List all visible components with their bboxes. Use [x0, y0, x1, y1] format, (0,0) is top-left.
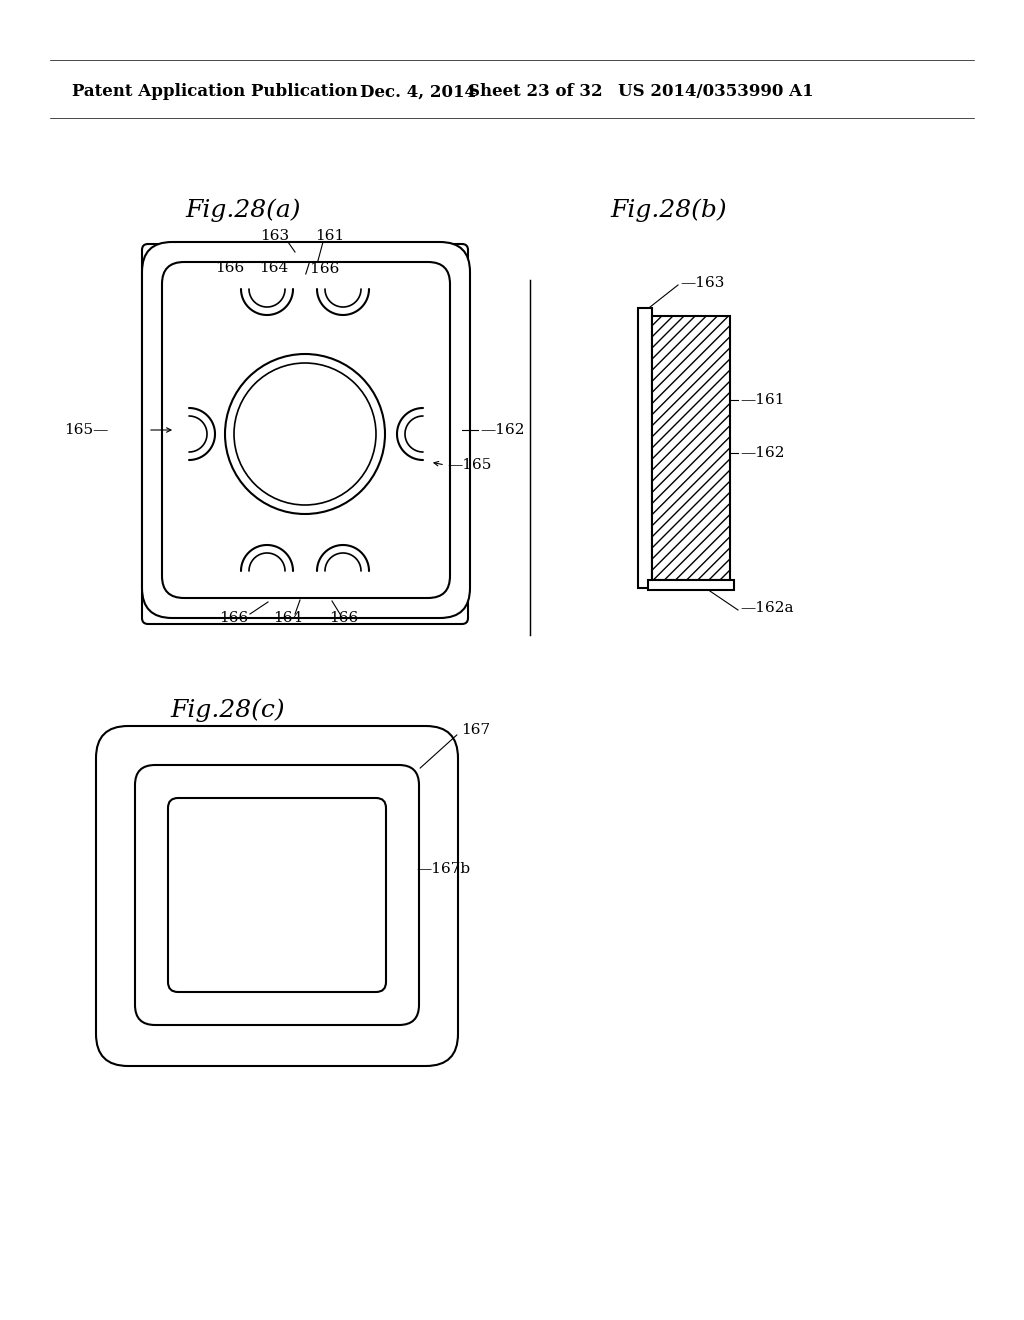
FancyBboxPatch shape: [135, 766, 419, 1026]
FancyBboxPatch shape: [162, 261, 450, 598]
Circle shape: [234, 363, 376, 506]
Text: —162: —162: [740, 446, 784, 461]
Text: 164: 164: [273, 611, 303, 624]
Bar: [638, 308, 652, 587]
FancyBboxPatch shape: [142, 244, 468, 624]
Text: Patent Application Publication: Patent Application Publication: [72, 83, 357, 100]
Text: —162: —162: [480, 422, 524, 437]
Text: US 2014/0353990 A1: US 2014/0353990 A1: [618, 83, 814, 100]
Text: /166: /166: [305, 261, 339, 275]
Text: Fig.28(a): Fig.28(a): [185, 198, 300, 222]
Text: Fig.28(c): Fig.28(c): [170, 698, 285, 722]
Bar: [652, 315, 730, 579]
Text: Dec. 4, 2014: Dec. 4, 2014: [360, 83, 476, 100]
Text: 166: 166: [219, 611, 249, 624]
Text: 164: 164: [259, 261, 289, 275]
Text: Sheet 23 of 32: Sheet 23 of 32: [468, 83, 603, 100]
Text: 166: 166: [215, 261, 245, 275]
Circle shape: [225, 354, 385, 513]
Text: 166: 166: [330, 611, 358, 624]
Text: —162a: —162a: [740, 601, 794, 615]
Bar: [648, 579, 734, 590]
FancyBboxPatch shape: [96, 726, 458, 1067]
Text: —163: —163: [680, 276, 724, 290]
Text: 165—: 165—: [63, 422, 108, 437]
Text: 163: 163: [260, 228, 290, 243]
Text: —161: —161: [740, 393, 784, 408]
Text: —167b: —167b: [416, 862, 470, 875]
Text: 161: 161: [315, 228, 345, 243]
Text: —165: —165: [447, 458, 492, 473]
FancyBboxPatch shape: [142, 242, 470, 618]
Text: 167: 167: [461, 723, 490, 737]
FancyBboxPatch shape: [168, 799, 386, 993]
Text: —167a: —167a: [188, 927, 242, 940]
Text: Fig.28(b): Fig.28(b): [610, 198, 727, 222]
